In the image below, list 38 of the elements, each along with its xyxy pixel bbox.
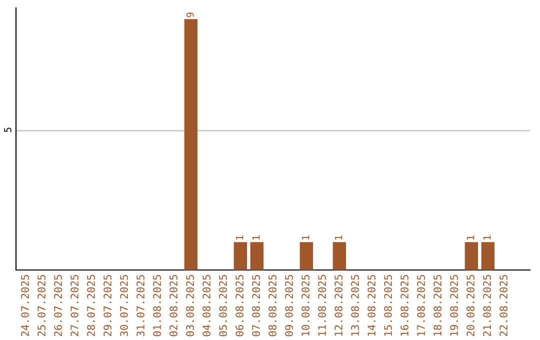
x-tick-label: 05.08.2025 bbox=[219, 275, 227, 336]
x-tick-label: 10.08.2025 bbox=[302, 275, 310, 336]
x-tick-label: 17.08.2025 bbox=[417, 275, 425, 336]
x-tick-label: 08.08.2025 bbox=[268, 275, 276, 336]
x-tick-label: 29.07.2025 bbox=[104, 275, 112, 336]
data-label: 1 bbox=[484, 236, 491, 240]
x-tick-label: 14.08.2025 bbox=[368, 275, 376, 336]
x-tick-label: 27.07.2025 bbox=[70, 275, 78, 336]
x-tick-label: 16.08.2025 bbox=[400, 275, 408, 336]
data-label: 1 bbox=[252, 236, 260, 240]
data-label: 1 bbox=[467, 236, 474, 240]
x-tick-label: 31.07.2025 bbox=[136, 275, 144, 336]
x-tick-label: 24.07.2025 bbox=[21, 275, 29, 336]
x-tick-label: 22.08.2025 bbox=[500, 275, 508, 336]
x-tick-label: 01.08.2025 bbox=[153, 275, 161, 336]
x-tick-label: 03.08.2025 bbox=[186, 275, 194, 336]
x-tick-label: 19.08.2025 bbox=[450, 275, 458, 336]
data-label: 1 bbox=[236, 236, 244, 240]
x-tick-label: 28.07.2025 bbox=[87, 275, 95, 336]
x-tick-label: 11.08.2025 bbox=[318, 275, 326, 336]
x-tick-label: 06.08.2025 bbox=[236, 275, 244, 336]
x-tick-label: 12.08.2025 bbox=[334, 275, 342, 336]
y-tick-label: 5 bbox=[4, 128, 12, 132]
x-tick-label: 02.08.2025 bbox=[170, 275, 178, 336]
x-tick-label: 09.08.2025 bbox=[285, 275, 293, 336]
x-tick-label: 07.08.2025 bbox=[252, 275, 260, 336]
x-tick-label: 20.08.2025 bbox=[466, 275, 474, 336]
x-tick-label: 18.08.2025 bbox=[434, 275, 442, 336]
data-label: 1 bbox=[302, 236, 310, 240]
x-tick-label: 04.08.2025 bbox=[202, 275, 210, 336]
x-tick-label: 13.08.2025 bbox=[351, 275, 359, 336]
data-label: 9 bbox=[186, 12, 194, 18]
x-tick-label: 26.07.2025 bbox=[54, 275, 62, 336]
x-tick-label: 25.07.2025 bbox=[38, 275, 46, 336]
x-tick-label: 15.08.2025 bbox=[384, 275, 392, 336]
data-label: 1 bbox=[335, 236, 342, 240]
x-tick-label: 30.07.2025 bbox=[120, 275, 128, 336]
x-tick-label: 21.08.2025 bbox=[483, 275, 491, 336]
